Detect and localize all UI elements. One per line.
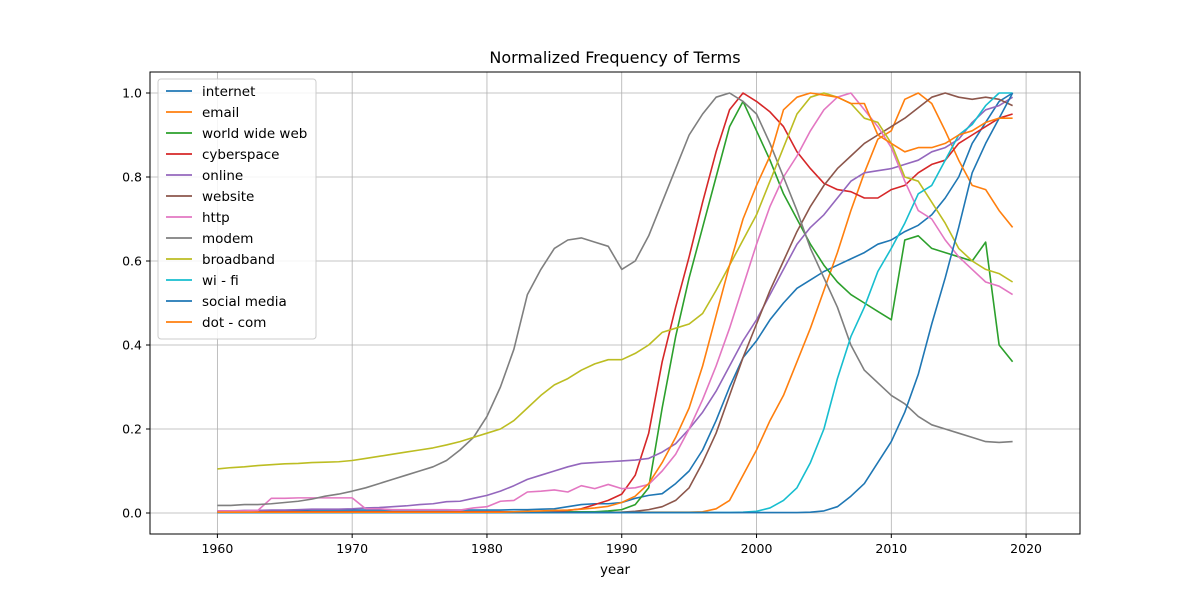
series-lines (217, 92, 1014, 514)
x-tick-label: 2000 (741, 541, 773, 556)
y-axis-ticks: 0.0 0.2 0.4 0.6 0.8 1.0 (122, 86, 150, 521)
y-tick-label: 0.0 (122, 506, 142, 521)
legend-label: website (202, 189, 254, 205)
legend-label: http (202, 210, 230, 226)
series-line-dot-com (217, 92, 1013, 513)
chart-title: Normalized Frequency of Terms (489, 48, 740, 67)
legend: internet email world wide web cyberspace onl… (157, 78, 317, 340)
legend-label: cyberspace (202, 147, 279, 163)
x-tick-label: 1990 (606, 541, 638, 556)
y-tick-label: 0.4 (122, 338, 142, 353)
series-line-online (217, 96, 1014, 512)
legend-label: internet (202, 84, 255, 100)
legend-label: world wide web (202, 126, 307, 142)
legend-box (157, 78, 317, 340)
series-line-broadband (217, 92, 1014, 470)
legend-label: modem (202, 231, 253, 247)
legend-label: online (202, 168, 243, 184)
legend-label: social media (202, 294, 287, 310)
x-tick-label: 1970 (336, 541, 368, 556)
x-tick-label: 1980 (471, 541, 503, 556)
legend-label: email (202, 105, 239, 121)
series-line-modem (217, 92, 1013, 507)
legend-label: dot - com (202, 315, 266, 331)
y-tick-label: 0.8 (122, 170, 142, 185)
y-tick-label: 0.2 (122, 422, 142, 437)
legend-label: wi - fi (202, 273, 239, 289)
x-axis-ticks: 1960 1970 1980 1990 2000 2010 2020 (201, 534, 1042, 556)
legend-label: broadband (202, 252, 275, 268)
y-tick-label: 1.0 (122, 86, 142, 101)
x-tick-label: 2020 (1010, 541, 1042, 556)
series-line-http (217, 92, 1014, 512)
x-axis-label: year (600, 562, 631, 578)
x-tick-label: 1960 (201, 541, 233, 556)
plot-frame (149, 71, 1081, 535)
x-tick-label: 2010 (875, 541, 907, 556)
y-tick-label: 0.6 (122, 254, 142, 269)
series-line-internet (217, 92, 1014, 512)
